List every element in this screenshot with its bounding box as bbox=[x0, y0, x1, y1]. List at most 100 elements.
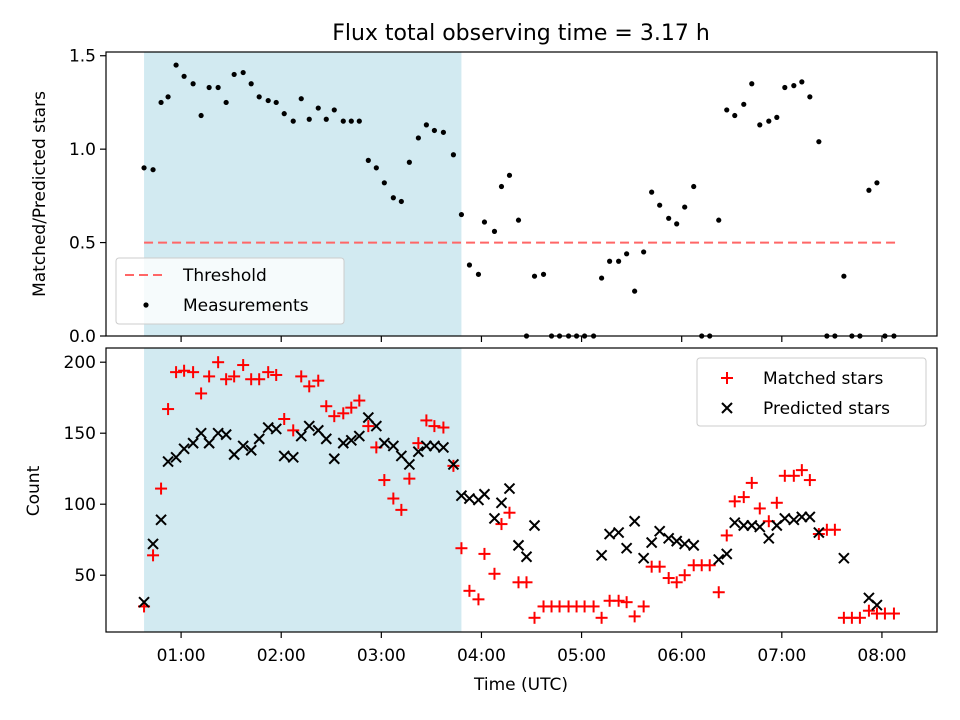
legend-predicted-label: Predicted stars bbox=[763, 399, 890, 419]
measurements-points bbox=[141, 62, 897, 339]
top-axes-frame bbox=[105, 51, 938, 337]
measurement-point bbox=[281, 111, 287, 117]
predicted-point bbox=[387, 440, 400, 452]
top-y-tick-label: 1.0 bbox=[69, 140, 96, 160]
measurement-point bbox=[290, 118, 296, 124]
predicted-point bbox=[512, 539, 525, 552]
measurement-point bbox=[874, 180, 880, 186]
matched-point bbox=[162, 403, 175, 416]
predicted-point bbox=[612, 526, 625, 539]
matched-point bbox=[472, 593, 485, 606]
matched-point bbox=[195, 387, 208, 400]
matched-point bbox=[455, 542, 468, 555]
predicted-point bbox=[804, 511, 816, 523]
predicted-point bbox=[871, 599, 883, 611]
bottom-y-tick-label: 150 bbox=[64, 424, 96, 444]
predicted-point bbox=[428, 440, 441, 452]
matched-point bbox=[303, 380, 316, 393]
measurement-point bbox=[607, 258, 613, 264]
predicted-point bbox=[488, 512, 501, 525]
measurement-point bbox=[223, 99, 229, 106]
matched-point bbox=[428, 420, 441, 433]
predicted-point bbox=[662, 532, 675, 544]
measurement-point bbox=[348, 118, 354, 124]
predicted-point bbox=[653, 525, 666, 537]
matched-point bbox=[887, 607, 900, 620]
measurement-point bbox=[198, 112, 204, 119]
matched-point bbox=[203, 370, 216, 383]
matched-point bbox=[437, 421, 450, 434]
measurement-point bbox=[774, 114, 780, 120]
measurement-point bbox=[150, 167, 156, 173]
measurement-point bbox=[323, 116, 329, 122]
predicted-point bbox=[637, 552, 650, 564]
matched-point bbox=[447, 459, 460, 472]
matched-point bbox=[703, 559, 716, 572]
measurement-point bbox=[373, 165, 379, 171]
matched-point bbox=[803, 474, 816, 487]
matched-point bbox=[278, 413, 291, 425]
measurement-point bbox=[406, 159, 412, 165]
measurement-point bbox=[206, 84, 212, 91]
matched-point bbox=[353, 394, 366, 407]
predicted-point bbox=[447, 458, 460, 471]
measurement-point bbox=[306, 116, 312, 122]
matched-point bbox=[228, 370, 241, 383]
predicted-points bbox=[138, 411, 883, 611]
matched-point bbox=[170, 366, 183, 379]
bottom-shaded-region bbox=[144, 348, 462, 632]
matched-point bbox=[253, 373, 266, 386]
legend-matched-label: Matched stars bbox=[763, 369, 883, 389]
top-y-tick-label: 0.5 bbox=[69, 234, 96, 254]
predicted-point bbox=[328, 453, 340, 465]
measurement-point bbox=[666, 215, 672, 221]
measurement-point bbox=[724, 107, 730, 113]
matched-point bbox=[495, 518, 508, 531]
predicted-point bbox=[788, 514, 800, 526]
predicted-point bbox=[353, 430, 366, 442]
bottom-panel: 50 100 150 200 01:00 02:00 03:00 04:00 05:00 06:… bbox=[24, 347, 938, 695]
bottom-x-label: Time (UTC) bbox=[473, 675, 568, 695]
measurement-point bbox=[165, 94, 171, 100]
measurement-point bbox=[141, 165, 147, 171]
matched-point bbox=[753, 502, 766, 515]
bottom-x-axis: 01:00 02:00 03:00 04:00 05:00 06:00 07:00 08:00 bbox=[157, 632, 906, 666]
matched-point bbox=[670, 576, 683, 589]
matched-point bbox=[853, 611, 866, 624]
measurement-point bbox=[807, 94, 813, 100]
predicted-point bbox=[763, 532, 775, 544]
bottom-axes-frame bbox=[105, 347, 938, 633]
matched-point bbox=[828, 523, 841, 536]
predicted-point bbox=[628, 515, 641, 527]
measurement-point bbox=[190, 81, 196, 87]
matched-point bbox=[312, 374, 325, 387]
bottom-legend: Matched stars Predicted stars bbox=[696, 357, 927, 427]
measurement-point bbox=[458, 211, 465, 218]
top-y-label: Matched/Predicted stars bbox=[30, 91, 50, 297]
matched-point bbox=[395, 503, 408, 516]
measurement-point bbox=[231, 71, 237, 78]
matched-point bbox=[262, 366, 275, 379]
matched-point bbox=[528, 611, 541, 624]
measurement-point bbox=[540, 271, 547, 277]
measurement-point bbox=[240, 69, 246, 76]
matched-point bbox=[678, 569, 691, 582]
predicted-point bbox=[337, 437, 349, 449]
matched-point bbox=[187, 366, 200, 379]
predicted-point bbox=[303, 420, 315, 432]
measurement-point bbox=[741, 101, 747, 107]
top-legend: Threshold Measurements bbox=[115, 257, 345, 325]
measurement-point bbox=[475, 271, 482, 277]
measurement-point bbox=[215, 84, 221, 91]
measurement-point bbox=[782, 84, 788, 91]
top-y-tick-label: 0.0 bbox=[69, 327, 96, 347]
predicted-point bbox=[520, 551, 533, 563]
predicted-point bbox=[203, 437, 215, 449]
predicted-point bbox=[403, 458, 416, 471]
predicted-point bbox=[528, 519, 541, 532]
matched-point bbox=[503, 506, 516, 519]
matched-point bbox=[328, 410, 341, 423]
predicted-point bbox=[688, 539, 700, 552]
bottom-x-tick-label: 06:00 bbox=[657, 646, 706, 666]
